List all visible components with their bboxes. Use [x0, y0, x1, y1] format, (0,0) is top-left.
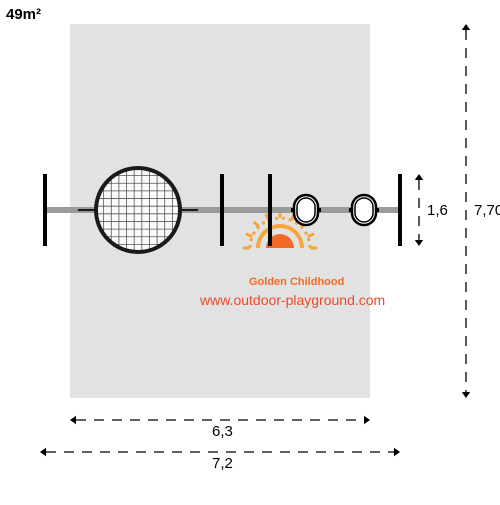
swing-seat-icon	[292, 195, 320, 225]
dim-label: 7,2	[212, 455, 233, 472]
area-label: 49m²	[6, 6, 41, 23]
dim-label: 6,3	[212, 423, 233, 440]
watermark-brand-text: Golden Childhood	[249, 276, 344, 288]
diagram-svg: 7,70 1,6 6,3 7,2	[0, 0, 500, 500]
dim-label: 7,70	[474, 202, 500, 219]
diagram-canvas: 7,70 1,6 6,3 7,2 49m² Golden Childhood www.…	[0, 0, 500, 500]
swing-seat-icon	[350, 195, 378, 225]
dim-label: 1,6	[427, 202, 448, 219]
watermark-url: www.outdoor-playground.com	[200, 292, 385, 308]
